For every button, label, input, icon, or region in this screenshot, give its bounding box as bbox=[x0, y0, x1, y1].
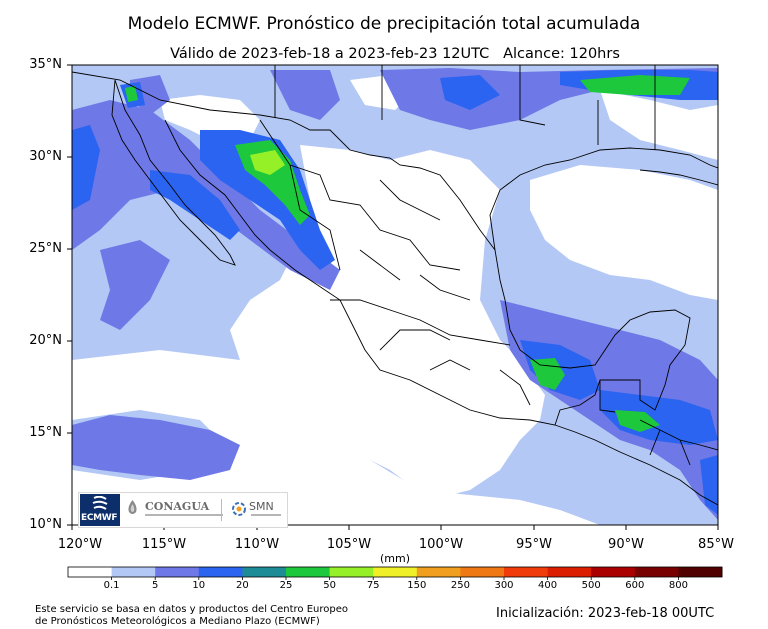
colorbar-tick-label: 800 bbox=[668, 580, 688, 591]
colorbar-unit: (mm) bbox=[380, 552, 411, 565]
lon-label: 105°W bbox=[326, 537, 372, 552]
colorbar-swatch bbox=[198, 567, 243, 577]
lon-label: 115°W bbox=[141, 537, 187, 552]
lon-label: 100°W bbox=[418, 537, 464, 552]
ecmwf-logo: ECMWF bbox=[80, 494, 120, 526]
us-mexico-border bbox=[72, 71, 496, 251]
logo-separator bbox=[221, 499, 222, 521]
cuba-coast bbox=[639, 169, 718, 186]
colorbar-swatch bbox=[286, 567, 331, 577]
map-subtitle: Válido de 2023-feb-18 a 2023-feb-23 12UT… bbox=[170, 46, 620, 62]
source-note: Este servicio se basa en datos y product… bbox=[35, 604, 348, 628]
colorbar-swatch bbox=[460, 567, 505, 577]
lat-label: 25°N bbox=[29, 241, 62, 256]
colorbar-tick-label: 75 bbox=[366, 580, 380, 591]
colorbar-tick-label: 5 bbox=[152, 580, 159, 591]
lat-label: 10°N bbox=[29, 517, 62, 532]
colorbar-swatch bbox=[373, 567, 418, 577]
colorbar-swatch bbox=[547, 567, 592, 577]
colorbar-tick-label: 150 bbox=[407, 580, 427, 591]
moderate-rain-itcz bbox=[72, 415, 240, 480]
conagua-subtitle-line bbox=[145, 514, 223, 516]
logo-strip: ECMWF CONAGUA SMN bbox=[78, 492, 288, 528]
colorbar-tick-label: 500 bbox=[581, 580, 601, 591]
colorbar-tick-label: 600 bbox=[625, 580, 645, 591]
ecmwf-mark-icon bbox=[92, 496, 108, 510]
baja-california bbox=[111, 79, 236, 266]
conagua-mark-icon bbox=[128, 500, 137, 514]
smn-logo-text: SMN bbox=[249, 500, 274, 513]
lat-label: 30°N bbox=[29, 149, 62, 164]
lat-label: 15°N bbox=[29, 425, 62, 440]
colorbar-tick-label: 20 bbox=[236, 580, 249, 591]
us-state-lines bbox=[274, 65, 656, 150]
lon-label: 120°W bbox=[57, 537, 103, 552]
dry-area-gulf bbox=[530, 165, 718, 300]
colorbar-tick-label: 25 bbox=[279, 580, 293, 591]
colorbar-swatch bbox=[504, 567, 549, 577]
colorbar-swatch bbox=[329, 567, 374, 577]
colorbar-tick-label: 50 bbox=[323, 580, 336, 591]
green-rain-guatemala bbox=[615, 410, 660, 432]
heavy-rain-sierra bbox=[200, 130, 335, 270]
initialization-time: Inicialización: 2023-feb-18 00UTC bbox=[496, 606, 715, 621]
border-lines bbox=[72, 65, 718, 506]
map-field bbox=[72, 65, 718, 525]
colorbar-swatch bbox=[242, 567, 287, 577]
map-title: Modelo ECMWF. Pronóstico de precipitació… bbox=[127, 14, 641, 34]
lat-label: 35°N bbox=[29, 57, 62, 72]
guatemala-belize-border bbox=[554, 379, 666, 426]
mexico-state-lines bbox=[259, 119, 531, 406]
source-line-2: de Pronósticos Meteorológicos a Mediano … bbox=[35, 616, 320, 627]
lime-rain-sierra bbox=[250, 150, 285, 175]
map-frame bbox=[71, 64, 719, 526]
colorbar-tick-label: 0.1 bbox=[103, 580, 120, 591]
colorbar-tick-label: 300 bbox=[494, 580, 514, 591]
mexico-gulf-coast bbox=[494, 249, 691, 386]
colorbar-swatch bbox=[678, 567, 723, 577]
colorbar-swatch bbox=[68, 567, 113, 577]
colorbar-frame bbox=[67, 566, 723, 578]
conagua-logo-text: CONAGUA bbox=[145, 500, 210, 513]
ecmwf-logo-text: ECMWF bbox=[81, 513, 118, 523]
smn-subtitle-line bbox=[251, 514, 281, 516]
us-gulf-coast bbox=[489, 147, 718, 251]
mexico-pacific-coast bbox=[164, 119, 718, 506]
lat-label: 20°N bbox=[29, 333, 62, 348]
colorbar bbox=[67, 566, 723, 580]
colorbar-tick-label: 10 bbox=[192, 580, 206, 591]
colorbar-tick-label: 400 bbox=[538, 580, 558, 591]
source-line-1: Este servicio se basa en datos y product… bbox=[35, 604, 349, 615]
smn-mark-icon bbox=[232, 502, 246, 516]
colorbar-swatch bbox=[155, 567, 200, 577]
dry-area-pacific bbox=[72, 350, 600, 525]
colorbar-tick-label: 250 bbox=[450, 580, 470, 591]
central-america-lines bbox=[639, 419, 718, 466]
colorbar-swatch bbox=[591, 567, 636, 577]
lon-label: 90°W bbox=[608, 537, 644, 552]
lon-label: 95°W bbox=[516, 537, 552, 552]
colorbar-swatch bbox=[111, 567, 156, 577]
colorbar-swatch bbox=[416, 567, 461, 577]
lon-label: 85°W bbox=[698, 537, 734, 552]
green-rain-tabasco bbox=[530, 358, 565, 390]
lon-label: 110°W bbox=[234, 537, 280, 552]
colorbar-swatch bbox=[634, 567, 679, 577]
